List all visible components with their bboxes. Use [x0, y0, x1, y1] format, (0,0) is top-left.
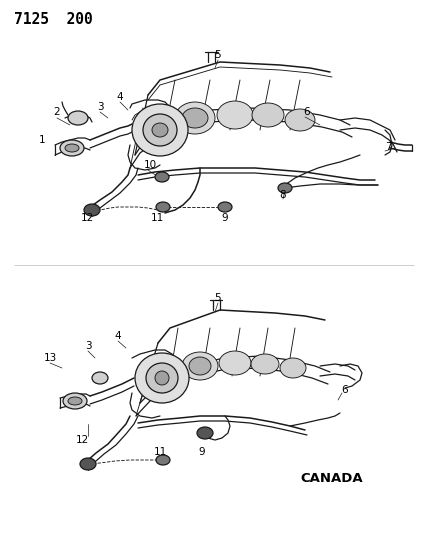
Text: CANADA: CANADA — [300, 472, 363, 484]
Ellipse shape — [252, 103, 284, 127]
Ellipse shape — [189, 357, 211, 375]
Ellipse shape — [280, 358, 306, 378]
Text: 9: 9 — [222, 213, 228, 223]
Text: 11: 11 — [150, 213, 163, 223]
Ellipse shape — [217, 101, 253, 129]
Ellipse shape — [175, 102, 215, 134]
Text: 1: 1 — [39, 135, 45, 145]
Ellipse shape — [92, 372, 108, 384]
Ellipse shape — [197, 427, 213, 439]
Text: 4: 4 — [115, 331, 121, 341]
Ellipse shape — [155, 172, 169, 182]
Text: 11: 11 — [153, 447, 166, 457]
Text: 5: 5 — [215, 293, 221, 303]
Ellipse shape — [156, 455, 170, 465]
Text: 12: 12 — [75, 435, 89, 445]
Text: 6: 6 — [342, 385, 348, 395]
Ellipse shape — [182, 108, 208, 128]
Text: 3: 3 — [85, 341, 91, 351]
Text: 3: 3 — [97, 102, 103, 112]
Ellipse shape — [156, 202, 170, 212]
Ellipse shape — [251, 354, 279, 374]
Ellipse shape — [278, 183, 292, 193]
Ellipse shape — [68, 397, 82, 405]
Text: 13: 13 — [43, 353, 56, 363]
Ellipse shape — [152, 123, 168, 137]
Text: 8: 8 — [279, 190, 286, 200]
Text: 7: 7 — [385, 142, 391, 152]
Ellipse shape — [60, 140, 84, 156]
Ellipse shape — [80, 458, 96, 470]
Ellipse shape — [65, 144, 79, 152]
Ellipse shape — [285, 109, 315, 131]
Ellipse shape — [132, 104, 188, 156]
Text: 9: 9 — [199, 447, 205, 457]
Text: 7125  200: 7125 200 — [14, 12, 93, 27]
Text: 4: 4 — [117, 92, 123, 102]
Text: 12: 12 — [80, 213, 94, 223]
Ellipse shape — [218, 202, 232, 212]
Ellipse shape — [146, 363, 178, 393]
Text: 10: 10 — [143, 160, 157, 170]
Ellipse shape — [135, 353, 189, 403]
Ellipse shape — [63, 393, 87, 409]
Ellipse shape — [68, 111, 88, 125]
Text: 2: 2 — [54, 107, 60, 117]
Ellipse shape — [143, 114, 177, 146]
Ellipse shape — [219, 351, 251, 375]
Ellipse shape — [155, 371, 169, 385]
Ellipse shape — [84, 204, 100, 216]
Text: 6: 6 — [304, 107, 310, 117]
Text: 5: 5 — [215, 50, 221, 60]
Ellipse shape — [182, 352, 218, 380]
